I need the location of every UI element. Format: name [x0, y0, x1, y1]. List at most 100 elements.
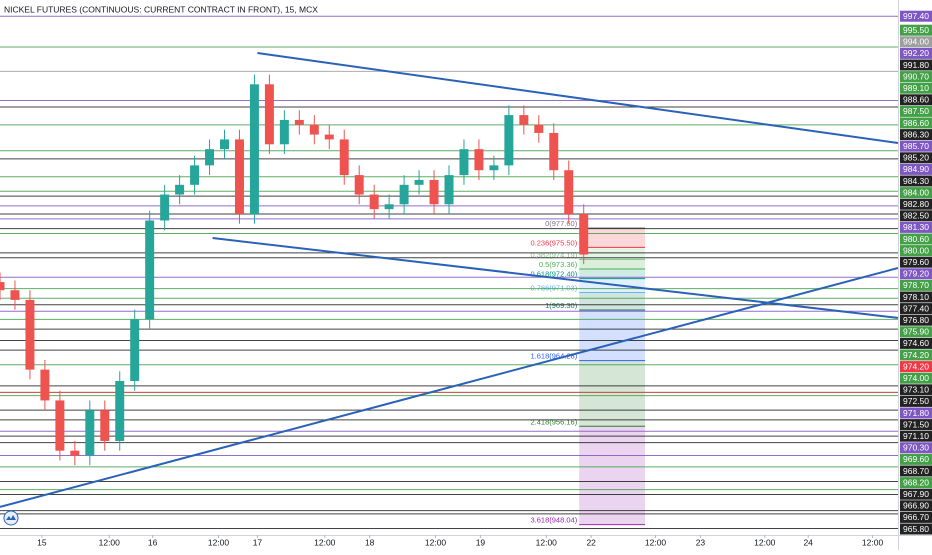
price-label: 994.00 [903, 37, 929, 47]
price-label: 966.70 [903, 512, 929, 522]
fib-label: 1(969.30) [545, 301, 578, 310]
candle-body [309, 124, 319, 135]
price-label: 973.10 [903, 385, 929, 395]
candle-body [339, 139, 349, 176]
candle-body [429, 179, 439, 205]
price-label: 968.20 [903, 477, 929, 487]
logo[interactable] [3, 510, 19, 526]
price-label: 985.70 [903, 141, 929, 151]
price-label: 967.90 [903, 489, 929, 499]
price-label: 970.30 [903, 443, 929, 453]
price-label-box [900, 59, 932, 71]
price-label-box [900, 419, 932, 431]
price-label: 979.60 [903, 257, 929, 267]
candle-body [205, 149, 215, 166]
candle-body [115, 380, 125, 441]
fib-label: 2.418(956.16) [531, 417, 578, 426]
price-label-box [900, 10, 932, 22]
price-label: 989.10 [903, 83, 929, 93]
price-label-box [900, 268, 932, 280]
price-label: 980.60 [903, 234, 929, 244]
price-label-box [900, 326, 932, 338]
price-label-box [900, 523, 932, 535]
fib-band [579, 292, 646, 310]
price-label-box [900, 47, 932, 59]
candle-body [160, 194, 170, 221]
fib-band [579, 269, 646, 279]
candle-body [55, 400, 65, 451]
trends-layer [0, 52, 899, 508]
candle-body [504, 115, 514, 166]
candle-body [70, 450, 80, 456]
price-label: 987.50 [903, 106, 929, 116]
logo-circle[interactable] [3, 510, 19, 526]
x-tick-label: 15 [37, 537, 47, 547]
x-tick-label: 12:00 [208, 537, 230, 547]
price-label: 977.40 [903, 303, 929, 313]
price-label: 974.20 [903, 361, 929, 371]
price-label-box [900, 129, 932, 141]
price-label: 974.60 [903, 338, 929, 348]
price-label-box [900, 314, 932, 326]
fib-label: 0.382(974.19) [531, 250, 578, 259]
fib-label: 3.618(948.04) [531, 516, 578, 525]
price-label-box [900, 82, 932, 94]
candle-body [534, 124, 544, 133]
price-label-box [900, 361, 932, 373]
candle-body [264, 84, 274, 145]
price-label: 968.70 [903, 466, 929, 476]
candles-layer [0, 74, 589, 466]
x-tick-label: 18 [365, 537, 375, 547]
price-label: 986.60 [903, 118, 929, 128]
price-label: 986.30 [903, 129, 929, 139]
candle-body [324, 134, 334, 140]
price-label-box [900, 198, 932, 210]
candle-body [399, 184, 409, 205]
candle-body [25, 299, 35, 370]
price-label-box [900, 187, 932, 199]
logo-icon[interactable] [6, 515, 16, 520]
candle-body [220, 139, 229, 150]
trend-line [257, 52, 899, 144]
candle-body [10, 290, 20, 300]
price-label-box [900, 500, 932, 512]
price-label: 980.00 [903, 245, 929, 255]
price-label-box [900, 71, 932, 83]
price-label: 988.60 [903, 95, 929, 105]
candle-body [85, 410, 95, 456]
candle-body [40, 369, 50, 401]
price-label-box [900, 453, 932, 465]
candle-body [175, 184, 185, 195]
candle-body [279, 119, 289, 145]
price-label: 981.30 [903, 222, 929, 232]
fib-band [579, 426, 646, 525]
x-tick-label: 12:00 [425, 537, 447, 547]
candle-body [414, 179, 424, 185]
price-label: 997.40 [903, 11, 929, 21]
price-label: 992.20 [903, 48, 929, 58]
price-label: 966.90 [903, 501, 929, 511]
price-label-box [900, 511, 932, 523]
x-tick-label: 24 [803, 537, 813, 547]
price-label-box [900, 163, 932, 175]
fib-label: 0.236(975.50) [531, 238, 578, 247]
x-tick-label: 23 [696, 537, 706, 547]
price-label-box [900, 395, 932, 407]
price-label-box [900, 210, 932, 222]
price-label: 971.80 [903, 408, 929, 418]
price-label: 984.90 [903, 164, 929, 174]
price-label-box [900, 303, 932, 315]
price-label: 982.50 [903, 211, 929, 221]
x-tick-label: 16 [148, 537, 158, 547]
x-tick-label: 19 [476, 537, 486, 547]
fib-label: 0(977.60) [545, 219, 578, 228]
price-label-box [900, 233, 932, 245]
price-label: 976.80 [903, 315, 929, 325]
price-label: 991.80 [903, 60, 929, 70]
price-label: 975.90 [903, 327, 929, 337]
price-label-box [900, 337, 932, 349]
